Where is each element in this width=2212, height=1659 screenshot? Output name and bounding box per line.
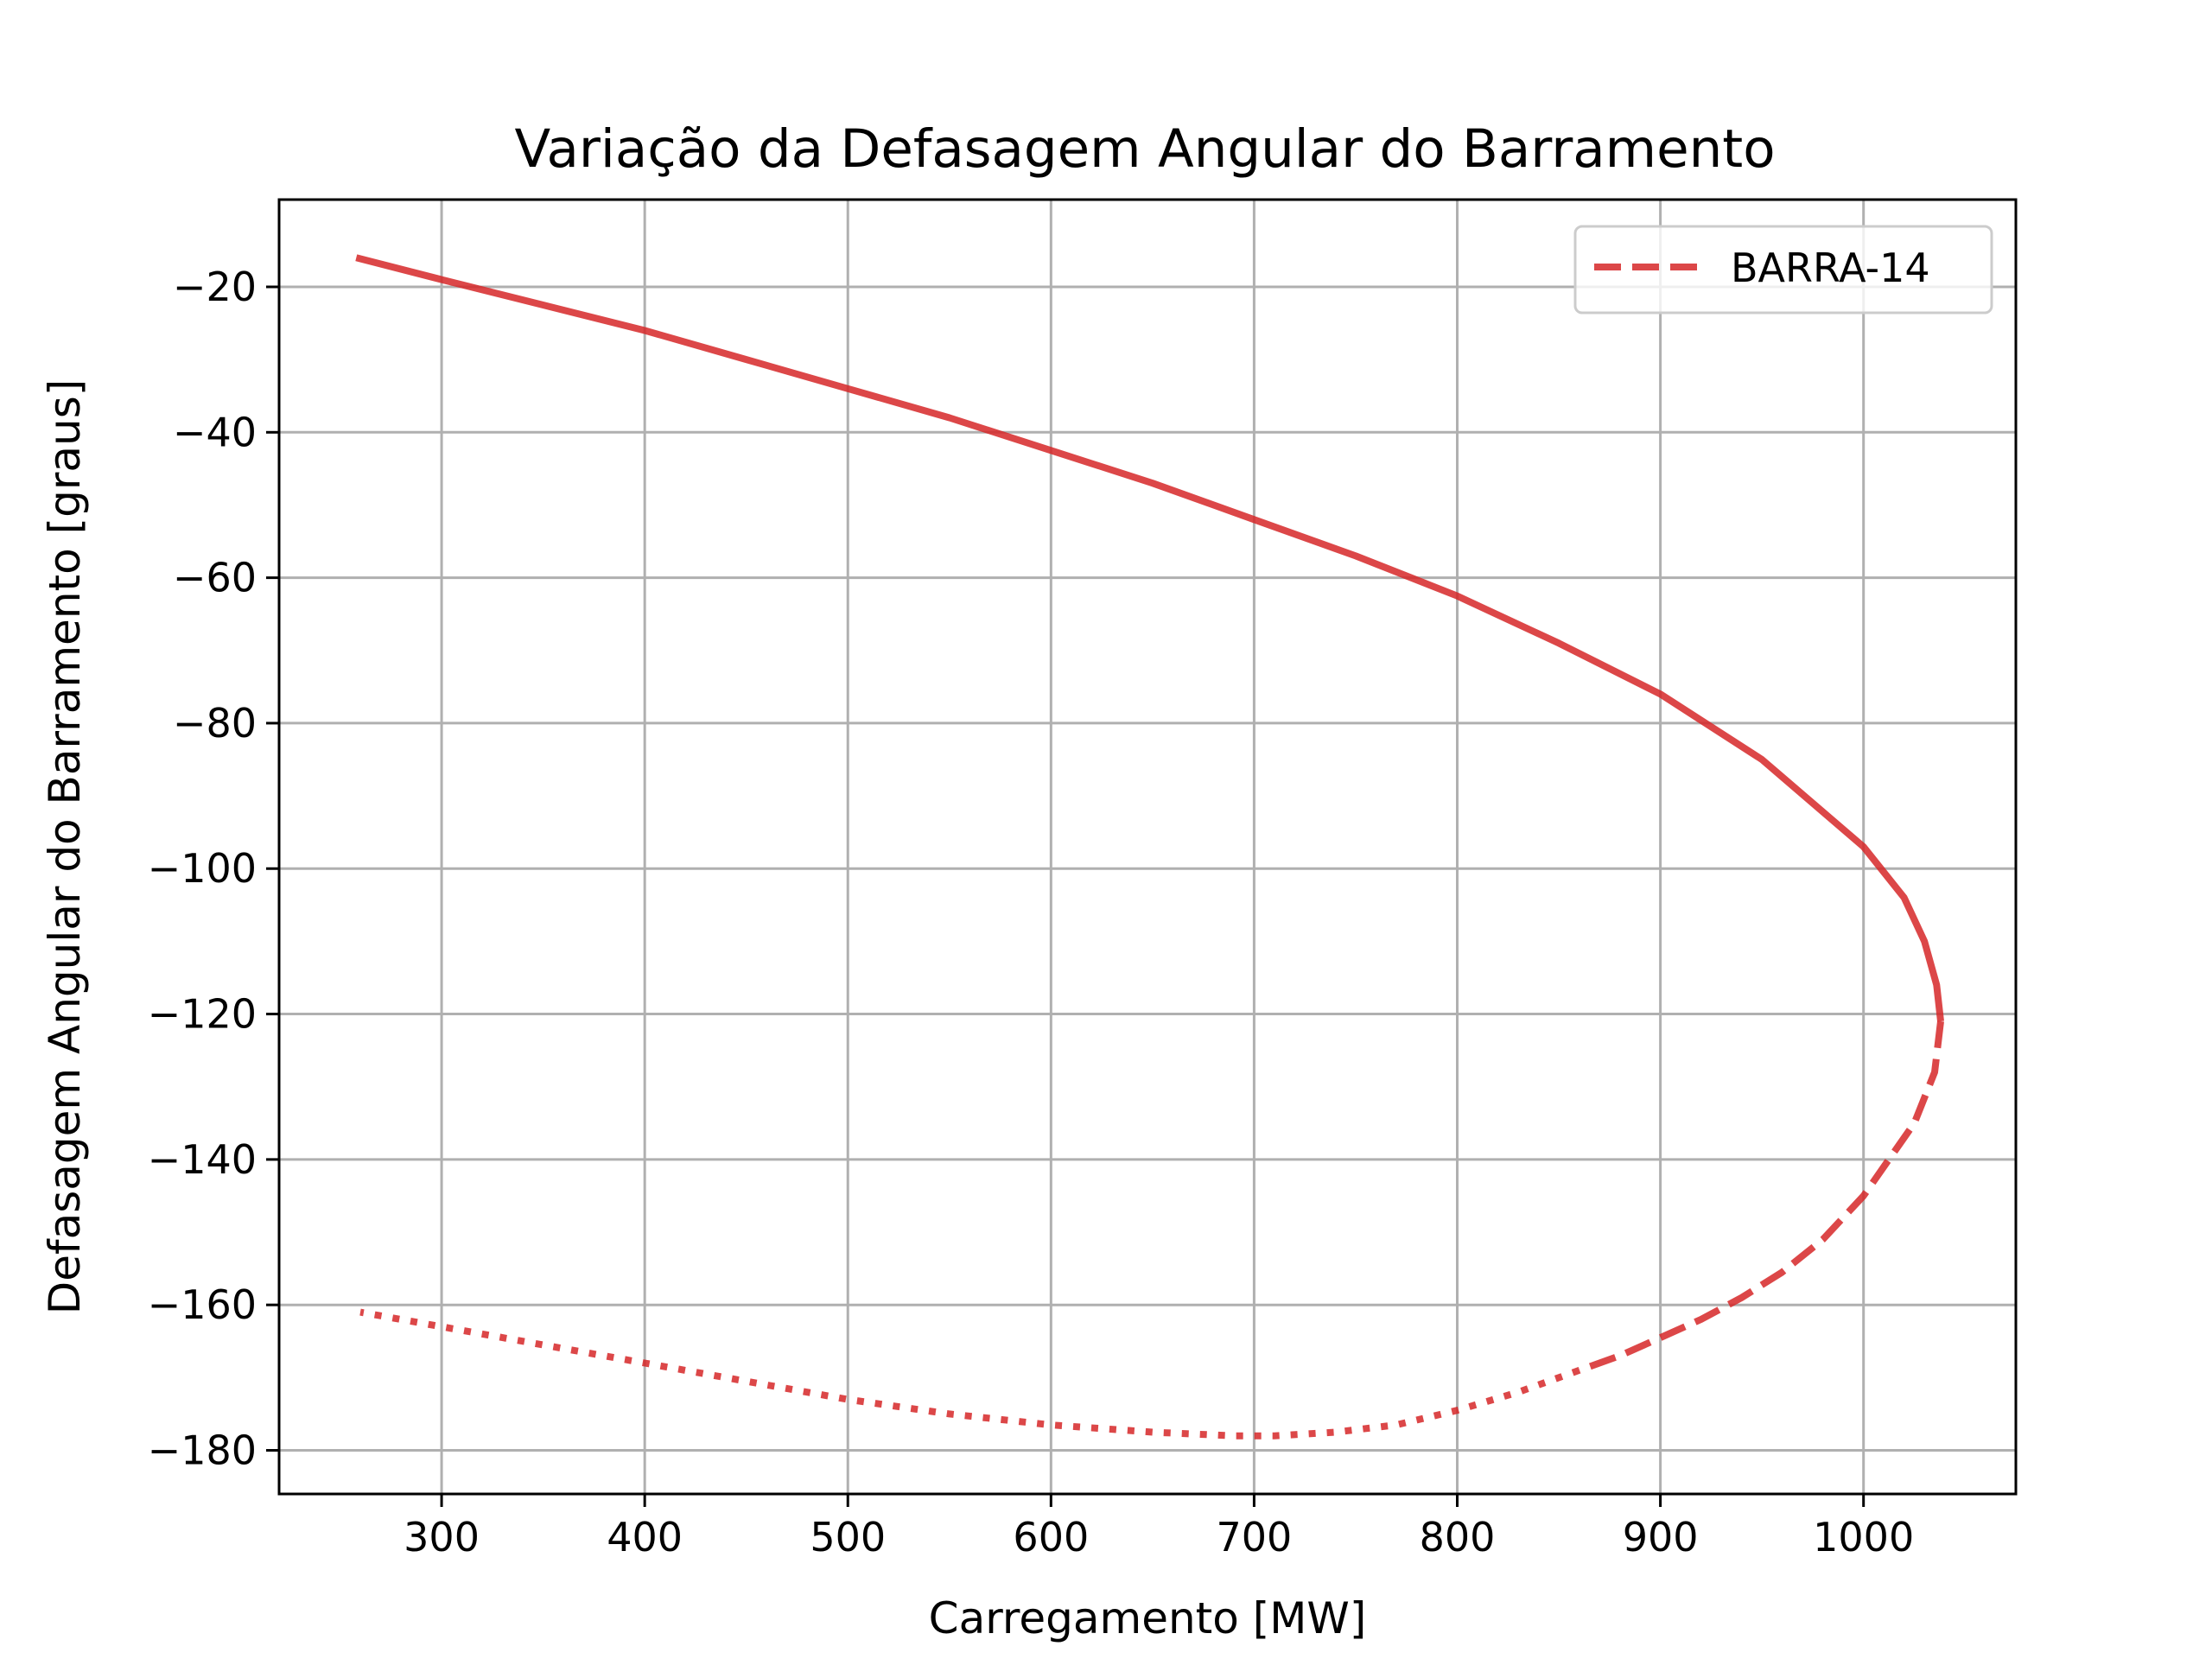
y-tick-label: −40 (173, 409, 257, 455)
series-line-upper (355, 254, 1944, 1022)
x-ticks: 300 400 500 600 700 800 900 1000 (404, 1494, 1914, 1560)
series-line-middle (1578, 1020, 1944, 1374)
legend: BARRA-14 (1573, 225, 1993, 315)
x-tick-label: 300 (404, 1514, 480, 1560)
y-ticks: −20 −40 −60 −80 −100 −120 −140 −160 −180 (148, 264, 279, 1474)
y-tick-label: −160 (148, 1281, 257, 1328)
y-tick-label: −20 (173, 264, 257, 310)
x-tick-label: 900 (1623, 1514, 1699, 1560)
y-tick-label: −80 (173, 700, 257, 747)
y-tick-label: −60 (173, 555, 257, 601)
x-tick-label: 1000 (1813, 1514, 1914, 1560)
grid-lines (279, 200, 2016, 1494)
y-axis-label: Defasagem Angular do Barramento [graus] (40, 379, 90, 1315)
y-tick-label: −120 (148, 991, 257, 1038)
chart-title: Variação da Defasagem Angular do Barrame… (514, 118, 1775, 180)
x-tick-label: 700 (1217, 1514, 1293, 1560)
legend-label: BARRA-14 (1731, 245, 1930, 291)
x-tick-label: 800 (1420, 1514, 1496, 1560)
legend-box (1573, 225, 1993, 315)
series-lines (355, 254, 1944, 1440)
x-tick-label: 500 (810, 1514, 886, 1560)
series-line-lower (359, 1308, 1580, 1440)
plot-frame (277, 198, 2018, 1496)
y-tick-label: −180 (148, 1427, 257, 1474)
x-tick-label: 600 (1013, 1514, 1089, 1560)
y-tick-label: −140 (148, 1136, 257, 1183)
x-tick-label: 400 (607, 1514, 683, 1560)
y-tick-label: −100 (148, 845, 257, 892)
x-axis-label: Carregamento [MW] (929, 1593, 1367, 1643)
